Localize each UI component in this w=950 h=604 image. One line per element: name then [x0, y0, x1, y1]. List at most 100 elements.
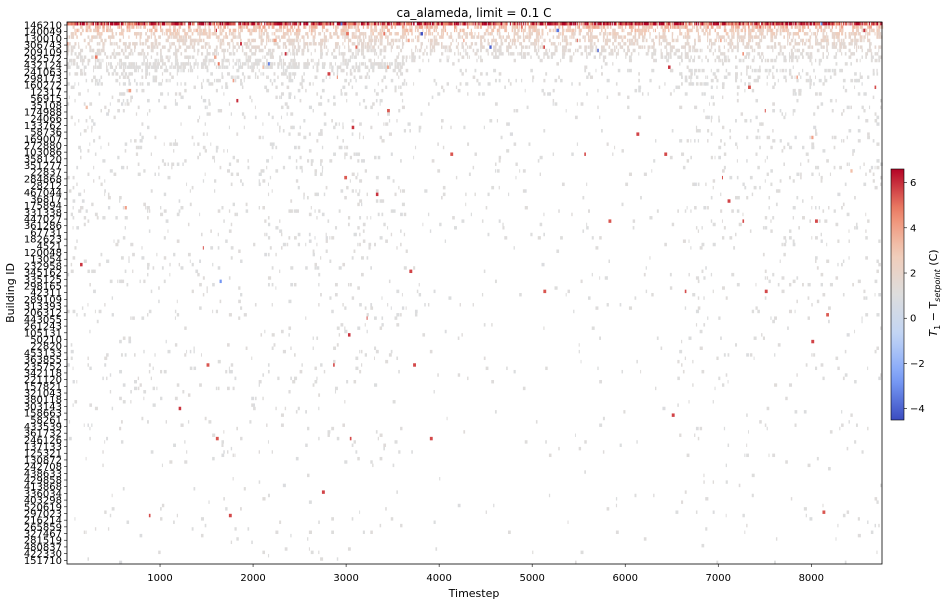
- heatmap-cell: [487, 52, 489, 56]
- heatmap-cell: [249, 48, 252, 53]
- heatmap-cell: [267, 62, 271, 66]
- heatmap-cell: [232, 477, 234, 481]
- heatmap-cell: [241, 62, 244, 66]
- heatmap-cell: [119, 279, 122, 284]
- heatmap-cell: [375, 22, 378, 26]
- heatmap-cell: [880, 105, 882, 110]
- heatmap-cell: [755, 282, 757, 287]
- heatmap-cell: [815, 132, 818, 136]
- heatmap-cell: [135, 152, 139, 156]
- heatmap-cell: [766, 155, 768, 160]
- heatmap-cell: [381, 316, 384, 320]
- heatmap-cell: [751, 22, 753, 26]
- heatmap-cell: [826, 259, 830, 263]
- heatmap-cell: [221, 75, 224, 79]
- heatmap-cell: [450, 35, 453, 39]
- heatmap-cell: [612, 35, 615, 39]
- heatmap-cell: [543, 92, 546, 96]
- heatmap-cell: [331, 426, 335, 431]
- heatmap-cell: [254, 62, 258, 66]
- heatmap-cell: [757, 309, 760, 314]
- heatmap-cell: [241, 45, 244, 49]
- heatmap-cell: [535, 52, 539, 56]
- heatmap-cell: [731, 272, 735, 277]
- heatmap-cell: [504, 25, 507, 29]
- heatmap-cell: [344, 38, 346, 43]
- heatmap-cell: [749, 28, 753, 33]
- heatmap-cell: [154, 28, 158, 33]
- heatmap-cell: [120, 92, 124, 96]
- heatmap-cell: [184, 42, 187, 46]
- heatmap-cell: [109, 35, 113, 39]
- heatmap-cell: [133, 386, 138, 391]
- heatmap-cell: [320, 45, 323, 49]
- heatmap-cell: [398, 369, 400, 374]
- heatmap-cell: [223, 149, 225, 153]
- heatmap-cell: [107, 22, 109, 26]
- heatmap-cell: [506, 22, 508, 26]
- heatmap-cell: [561, 22, 565, 26]
- heatmap-cell: [215, 22, 218, 26]
- heatmap-cell: [764, 25, 766, 29]
- heatmap-cell: [217, 25, 219, 29]
- heatmap-cell: [822, 293, 826, 297]
- heatmap-cell: [361, 272, 364, 277]
- heatmap-cell: [535, 42, 538, 46]
- heatmap-cell: [94, 35, 98, 39]
- heatmap-cell: [831, 25, 833, 29]
- heatmap-cell: [857, 32, 861, 36]
- heatmap-cell: [798, 226, 800, 230]
- heatmap-cell: [867, 48, 869, 53]
- heatmap-cell: [712, 289, 714, 294]
- heatmap-cell: [565, 35, 568, 39]
- heatmap-cell: [271, 303, 273, 307]
- heatmap-cell: [638, 45, 642, 49]
- heatmap-cell: [519, 42, 523, 46]
- heatmap-cell: [299, 125, 302, 130]
- heatmap-cell: [280, 52, 283, 56]
- heatmap-cell: [349, 38, 352, 43]
- heatmap-cell: [798, 35, 800, 39]
- heatmap-cell: [783, 22, 787, 26]
- heatmap-cell: [651, 169, 653, 173]
- heatmap-cell: [165, 22, 168, 26]
- heatmap-cell: [173, 28, 177, 33]
- heatmap-cell: [182, 22, 184, 26]
- heatmap-cell: [751, 38, 754, 43]
- heatmap-cell: [759, 32, 762, 36]
- heatmap-cell: [800, 75, 802, 79]
- heatmap-cell: [785, 239, 787, 243]
- heatmap-cell: [418, 68, 421, 73]
- heatmap-cell: [679, 349, 683, 354]
- heatmap-cell: [308, 149, 312, 153]
- heatmap-cell: [119, 52, 121, 56]
- heatmap-cell: [182, 35, 185, 39]
- heatmap-cell: [359, 32, 362, 36]
- heatmap-cell: [463, 48, 465, 53]
- heatmap-cell: [439, 222, 442, 227]
- heatmap-cell: [167, 175, 171, 180]
- heatmap-cell: [844, 560, 847, 565]
- heatmap-cell: [267, 236, 271, 240]
- heatmap-cell: [174, 102, 178, 106]
- heatmap-cell: [394, 316, 398, 320]
- heatmap-cell: [813, 82, 815, 86]
- heatmap-cell: [267, 282, 270, 287]
- heatmap-cell: [640, 28, 644, 33]
- heatmap-cell: [187, 252, 191, 257]
- heatmap-cell: [240, 78, 243, 83]
- heatmap-cell: [455, 45, 459, 49]
- heatmap-cell: [368, 246, 371, 250]
- heatmap-cell: [396, 313, 400, 317]
- y-tick-label: 42311: [30, 288, 62, 299]
- heatmap-cell: [606, 303, 609, 307]
- heatmap-cell: [130, 316, 132, 320]
- heatmap-cell: [759, 25, 763, 29]
- heatmap-cell: [511, 52, 515, 56]
- heatmap-cell: [160, 25, 162, 29]
- heatmap-cell: [666, 22, 670, 26]
- heatmap-cell: [502, 222, 504, 227]
- heatmap-cell: [772, 108, 776, 113]
- heatmap-cell: [344, 32, 347, 36]
- heatmap-cell: [212, 433, 216, 437]
